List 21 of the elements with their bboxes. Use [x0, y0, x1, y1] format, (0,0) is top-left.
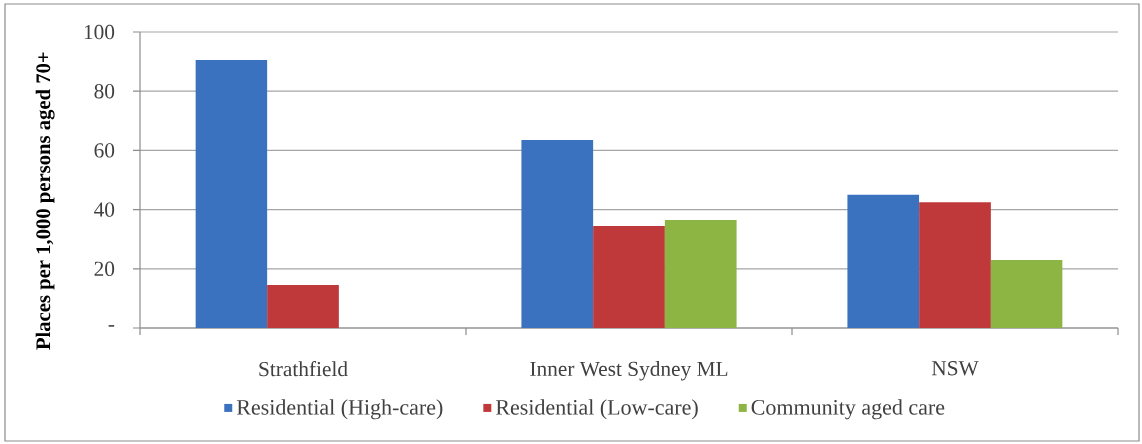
y-tick-label: 20	[94, 261, 115, 276]
x-tick-label: Inner West Sydney ML	[530, 361, 728, 381]
legend-label: Residential (Low-care)	[495, 399, 698, 420]
legend-label: Community aged care	[751, 399, 945, 420]
y-tick-label: 80	[94, 84, 115, 99]
bar	[195, 60, 268, 328]
x-tick-label: NSW	[931, 361, 979, 376]
bar	[919, 202, 991, 328]
bar	[267, 285, 339, 328]
bar	[990, 259, 1063, 328]
bar	[593, 225, 665, 328]
y-tick-label: 60	[94, 143, 115, 158]
legend-label: Residential (High-care)	[236, 399, 443, 420]
y-tick-label: -	[108, 325, 115, 327]
bar	[664, 219, 737, 328]
bar	[847, 194, 920, 328]
bar	[521, 140, 594, 328]
y-tick-label: 100	[84, 24, 115, 40]
x-tick-label: Strathfield	[259, 361, 348, 377]
y-axis-title: Places per 1,000 persons aged 70+	[35, 52, 55, 350]
y-tick-label: 40	[94, 202, 115, 217]
